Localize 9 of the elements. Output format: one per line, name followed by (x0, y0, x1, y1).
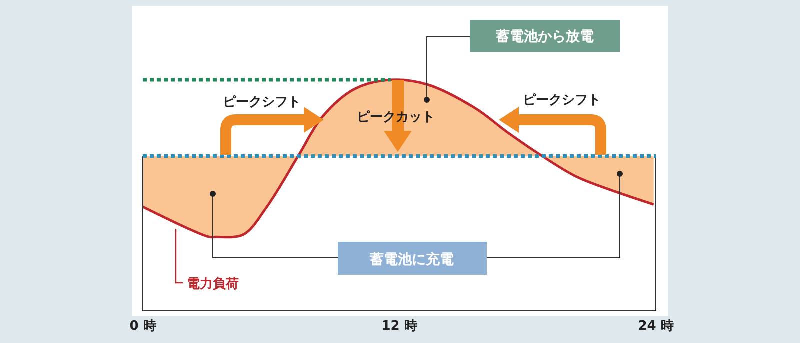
x-tick-label: 24 時 (638, 319, 674, 334)
x-tick-label: 0 時 (130, 319, 156, 334)
annotation: ピークカット (357, 110, 435, 125)
annotation: 蓄電池に充電 (369, 251, 454, 268)
text: 電力負荷 (187, 276, 239, 292)
x-tick-label: 12 時 (382, 319, 418, 334)
annotation: ピークシフト (223, 95, 301, 110)
annotation: ピークシフト (523, 93, 601, 108)
text: 蓄電池から放電 (495, 29, 594, 45)
